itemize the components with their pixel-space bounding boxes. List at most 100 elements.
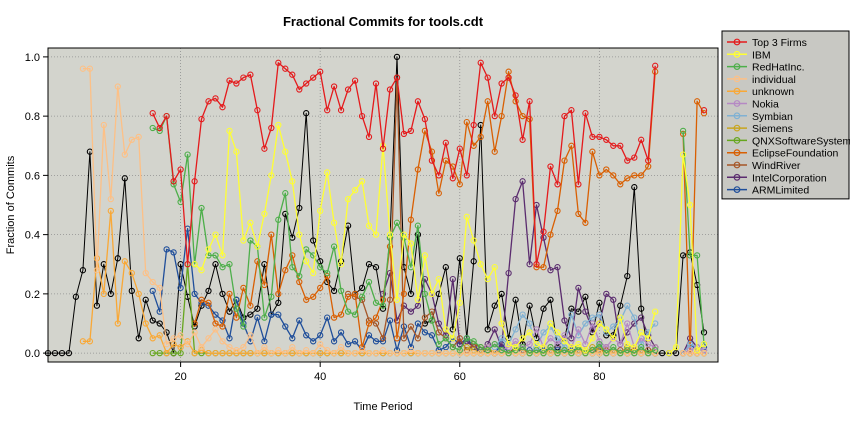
series-ibm-point — [226, 127, 233, 135]
x-tick-label: 80 — [593, 371, 605, 383]
series-redhatinc-point — [184, 151, 191, 158]
legend-swatch-marker — [733, 124, 741, 132]
series-armlimited-point — [372, 338, 380, 345]
y-axis-label: Fraction of Commits — [5, 155, 17, 254]
legend-item-eclipsefoundation: EclipseFoundation — [727, 148, 839, 160]
series-top-3-firms-point — [247, 71, 254, 78]
legend-label: IntelCorporation — [752, 172, 827, 184]
plot-area: 20 40 60 80 0.0 0.2 0.4 0.6 0.8 1.0 — [25, 47, 719, 383]
series-eclipsefoundation-point — [505, 68, 512, 75]
series-individual-point — [254, 349, 261, 357]
series-top-3-firms-point — [205, 98, 212, 105]
unlabeled-black-point — [365, 261, 373, 268]
series-individual-point — [547, 349, 554, 357]
series-intelcorporation-point — [519, 178, 526, 185]
series-top-3-firms-point — [198, 115, 205, 123]
series-ibm-point — [638, 329, 645, 336]
series-top-3-firms-point — [700, 107, 708, 114]
series-nokia-line — [682, 346, 705, 354]
series-individual-point — [86, 65, 94, 72]
unlabeled-black-point — [93, 302, 101, 309]
series-top-3-firms-series — [149, 59, 708, 268]
chart-title: Fractional Commits for tools.cdt — [283, 14, 484, 29]
series-redhatinc-point — [679, 127, 687, 135]
series-symbian-point — [645, 329, 652, 336]
series-siemens-point — [463, 344, 470, 351]
series-ibm-point — [247, 219, 254, 226]
series-symbian-point — [568, 311, 575, 318]
series-eclipsefoundation-point — [561, 157, 568, 164]
series-intelcorporation-point — [603, 290, 610, 298]
series-intelcorporation-point — [526, 261, 533, 268]
series-individual-point — [491, 349, 498, 357]
series-redhatinc-point — [324, 269, 331, 277]
series-ibm-point — [435, 275, 442, 283]
series-redhatinc-point — [463, 335, 470, 342]
legend-item-windriver: WindRiver — [727, 160, 801, 172]
series-ibm-point — [358, 178, 366, 185]
legend-box — [721, 30, 850, 200]
series-ibm-point — [554, 329, 561, 336]
series-ibm-point — [693, 347, 701, 354]
series-individual-point — [289, 344, 296, 351]
series-ibm-point — [219, 252, 226, 259]
unlabeled-black-point — [296, 204, 303, 212]
series-top-3-firms-point — [582, 110, 589, 117]
series-eclipsefoundation-point — [296, 278, 303, 286]
series-redhatinc-point — [261, 314, 268, 321]
series-individual-point — [282, 349, 289, 357]
legend-label: Symbian — [752, 111, 793, 123]
series-eclipsefoundation-point — [631, 172, 638, 179]
series-redhatinc-point — [505, 349, 512, 357]
series-eclipsefoundation-point — [547, 231, 554, 238]
series-eclipsefoundation-point — [575, 210, 582, 218]
series-windriver-point — [414, 335, 422, 342]
unlabeled-black-point — [456, 255, 463, 262]
series-redhatinc-point — [638, 344, 645, 351]
series-intelcorporation-point — [400, 302, 408, 309]
series-symbian-point — [624, 302, 631, 309]
series-symbian-point — [498, 335, 505, 342]
series-ibm-point — [310, 269, 317, 277]
series-symbian-point — [519, 311, 526, 318]
series-top-3-firms-point — [435, 172, 442, 179]
series-eclipsefoundation-point — [233, 314, 240, 321]
series-ibm-point — [289, 178, 296, 185]
series-eclipsefoundation-point — [463, 118, 470, 126]
series-eclipsefoundation-line — [682, 100, 705, 354]
series-intelcorporation-point — [505, 269, 512, 277]
series-individual-point — [610, 349, 617, 357]
series-armlimited-point — [344, 341, 352, 348]
series-windriver-point — [435, 329, 442, 336]
series-unknown-point — [219, 349, 226, 357]
series-eclipsefoundation-point — [337, 311, 345, 318]
series-armlimited-point — [226, 335, 233, 342]
unlabeled-black-point — [135, 335, 142, 342]
series-individual-point — [449, 349, 456, 357]
series-redhatinc-point — [289, 264, 296, 271]
unlabeled-black-point — [596, 299, 603, 306]
series-redhatinc-point — [219, 264, 226, 271]
series-redhatinc-line — [682, 130, 705, 345]
series-armlimited-point — [330, 338, 338, 345]
series-individual-point — [407, 347, 415, 354]
series-redhatinc-point — [275, 216, 282, 223]
series-top-3-firms-point — [317, 68, 324, 75]
series-top-3-firms-point — [254, 107, 261, 114]
series-redhatinc-point — [372, 299, 380, 306]
series-top-3-firms-point — [561, 112, 568, 120]
series-ibm-point — [526, 329, 533, 336]
series-unknown-point — [317, 349, 324, 357]
series-intelcorporation-point — [638, 314, 645, 321]
series-ibm-point — [575, 341, 582, 348]
series-redhatinc-point — [149, 124, 156, 132]
series-top-3-firms-point — [547, 163, 554, 170]
legend-swatch-marker — [733, 136, 741, 144]
series-individual-point — [679, 349, 687, 357]
legend-swatch-marker — [733, 38, 741, 46]
series-redhatinc-point — [428, 317, 436, 324]
series-armlimited-point — [268, 311, 275, 318]
series-individual-point — [337, 344, 345, 351]
series-top-3-firms-point — [212, 95, 219, 102]
series-armlimited-point — [254, 314, 261, 321]
